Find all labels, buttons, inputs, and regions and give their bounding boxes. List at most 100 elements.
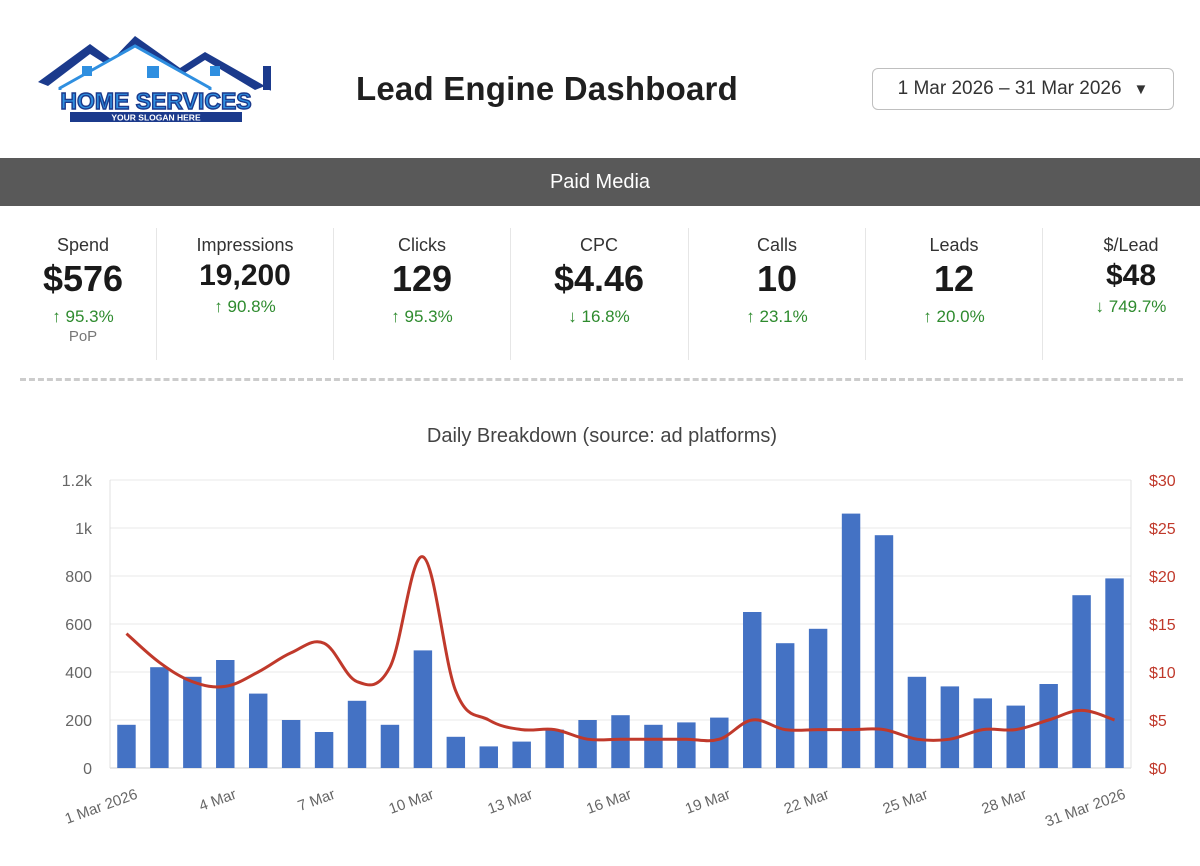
bar — [907, 676, 927, 768]
kpi-delta: ↑ 95.3% — [52, 307, 114, 326]
y-right-tick-label: $10 — [1149, 665, 1176, 682]
x-tick-label: 28 Mar — [979, 786, 1029, 818]
y-left-tick-label: 600 — [65, 617, 92, 634]
kpi-delta: ↑ 20.0% — [923, 307, 985, 326]
bar — [874, 535, 894, 768]
y-right-tick-label: $5 — [1149, 713, 1167, 730]
bar — [1105, 578, 1124, 768]
kpi-row: Spend $576 ↑ 95.3% PoP Impressions 19,20… — [12, 224, 1200, 360]
y-left-tick-label: 800 — [65, 569, 92, 586]
kpi-leads: Leads 12 ↑ 20.0% — [883, 224, 1025, 360]
bar — [216, 660, 235, 768]
y-right-tick-label: $0 — [1149, 761, 1167, 778]
kpi-value: 12 — [933, 258, 975, 299]
y-right-tick-label: $20 — [1149, 569, 1176, 586]
logo-slogan: YOUR SLOGAN HERE — [111, 113, 201, 123]
axis-ticks: 0 200 400 600 800 1k 1.2k $0 $5 $10 $15 $20 $25 $30 1 … — [62, 473, 1176, 831]
kpi-delta: ↑ 95.3% — [391, 307, 453, 326]
y-left-tick-label: 1k — [75, 521, 93, 538]
bar — [1039, 684, 1058, 768]
section-divider — [20, 378, 1183, 381]
kpi-delta: ↑ 23.1% — [746, 307, 808, 326]
kpi-label: CPC — [579, 235, 618, 255]
bar — [446, 736, 466, 768]
chart-title: Daily Breakdown (source: ad platforms) — [427, 425, 777, 447]
kpi-spend: Spend $576 ↑ 95.3% PoP — [12, 224, 154, 360]
window-shape — [210, 66, 220, 76]
chimney-shape — [263, 66, 271, 96]
x-tick-label: 4 Mar — [197, 786, 239, 815]
bar — [413, 650, 433, 768]
kpi-divider — [1042, 228, 1043, 360]
bar — [1006, 705, 1025, 768]
bar — [380, 724, 400, 768]
kpi-clicks: Clicks 129 ↑ 95.3% — [351, 224, 493, 360]
bar — [1072, 595, 1091, 768]
kpi-impressions: Impressions 19,200 ↑ 90.8% — [174, 224, 316, 360]
y-left-tick-label: 0 — [83, 761, 92, 778]
kpi-value: 129 — [391, 258, 453, 299]
bar — [183, 676, 202, 768]
bar — [775, 643, 795, 768]
x-tick-label: 22 Mar — [782, 786, 832, 818]
slogan-band — [70, 112, 242, 122]
bar — [611, 715, 630, 768]
bar — [314, 732, 334, 768]
kpi-label: Clicks — [398, 235, 446, 255]
y-left-tick-label: 400 — [65, 665, 92, 682]
kpi-cpc: CPC $4.46 ↓ 16.8% — [528, 224, 670, 360]
kpi-label: Leads — [929, 235, 979, 255]
bar — [644, 724, 663, 768]
kpi-divider — [865, 228, 866, 360]
bar — [578, 720, 597, 768]
x-tick-label: 16 Mar — [584, 786, 634, 818]
kpi-cost-per-lead: $/Lead $48 ↓ 749.7% — [1060, 224, 1200, 360]
window-shape — [82, 66, 92, 76]
y-left-tick-label: 200 — [65, 713, 92, 730]
x-tick-label: 25 Mar — [881, 786, 931, 818]
y-right-tick-label: $25 — [1149, 521, 1176, 538]
bar — [677, 722, 696, 768]
bar — [281, 720, 301, 768]
kpi-value: $48 — [1105, 259, 1157, 292]
y-left-tick-label: 1.2k — [62, 473, 93, 490]
bar — [841, 513, 861, 768]
kpi-divider — [510, 228, 511, 360]
kpi-note: PoP — [68, 328, 98, 345]
x-tick-label: 10 Mar — [387, 786, 437, 818]
bar — [117, 724, 136, 768]
kpi-divider — [688, 228, 689, 360]
logo-brand: HOME SERVICES — [60, 88, 251, 114]
roof-shape — [38, 36, 265, 90]
daily-breakdown-chart: Daily Breakdown (source: ad platforms) 0… — [62, 425, 1176, 831]
section-header: Paid Media — [0, 158, 1200, 206]
bar — [479, 746, 498, 768]
window-shape — [147, 66, 159, 78]
kpi-label: Calls — [756, 235, 797, 255]
date-range-dropdown[interactable]: 1 Mar 2026 – 31 Mar 2026 ▼ — [872, 68, 1174, 110]
bar — [150, 667, 169, 768]
y-right-tick-label: $30 — [1149, 473, 1176, 490]
kpi-label: Spend — [56, 235, 110, 255]
kpi-value: $576 — [42, 258, 124, 299]
bar — [347, 700, 367, 768]
kpi-delta: ↓ 16.8% — [568, 307, 630, 326]
kpi-delta: ↓ 749.7% — [1095, 297, 1167, 316]
kpi-label: Impressions — [196, 235, 294, 255]
x-tick-label: 1 Mar 2026 — [63, 786, 140, 828]
bar — [512, 741, 531, 768]
bar — [545, 729, 564, 768]
logo-band — [40, 90, 272, 114]
header: HOME SERVICES YOUR SLOGAN HERE Lead Engi… — [0, 0, 1200, 158]
x-tick-label: 31 Mar 2026 — [1043, 786, 1128, 831]
bar — [940, 686, 960, 768]
bar — [808, 628, 828, 768]
kpi-divider — [333, 228, 334, 360]
y-right-tick-label: $15 — [1149, 617, 1176, 634]
chevron-down-icon: ▼ — [1133, 80, 1149, 98]
cpc-line — [125, 555, 1116, 743]
page-title: Lead Engine Dashboard — [356, 70, 738, 107]
x-tick-label: 19 Mar — [683, 786, 733, 818]
bar — [743, 612, 762, 768]
kpi-divider — [156, 228, 157, 360]
